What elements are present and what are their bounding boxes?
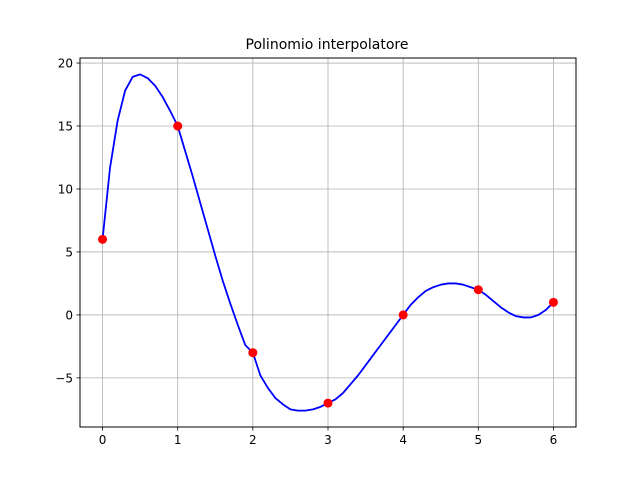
data-point xyxy=(398,310,408,320)
y-tick-label: 15 xyxy=(58,120,73,134)
x-tick-label: 5 xyxy=(474,433,482,447)
x-tick-label: 6 xyxy=(550,433,558,447)
y-axis: −5 0 5 10 15 20 xyxy=(55,57,80,385)
data-point xyxy=(473,285,483,295)
x-axis: 0 1 2 3 4 5 6 xyxy=(99,427,558,447)
y-tick-label: 10 xyxy=(58,182,73,196)
x-tick-label: 1 xyxy=(174,433,182,447)
y-tick-label: 5 xyxy=(65,245,73,259)
data-point xyxy=(98,234,108,244)
data-point xyxy=(173,121,183,131)
y-tick-label: 20 xyxy=(58,57,73,71)
chart-title: Polinomio interpolatore xyxy=(246,37,409,53)
x-tick-label: 4 xyxy=(399,433,407,447)
data-point xyxy=(548,297,558,307)
grid xyxy=(80,58,576,427)
series-layer xyxy=(98,73,558,412)
data-point xyxy=(323,398,333,408)
data-point xyxy=(248,348,258,358)
x-tick-label: 0 xyxy=(99,433,107,447)
x-tick-label: 2 xyxy=(249,433,257,447)
x-tick-label: 3 xyxy=(324,433,332,447)
y-tick-label: −5 xyxy=(55,371,73,385)
y-tick-label: 0 xyxy=(65,308,73,322)
